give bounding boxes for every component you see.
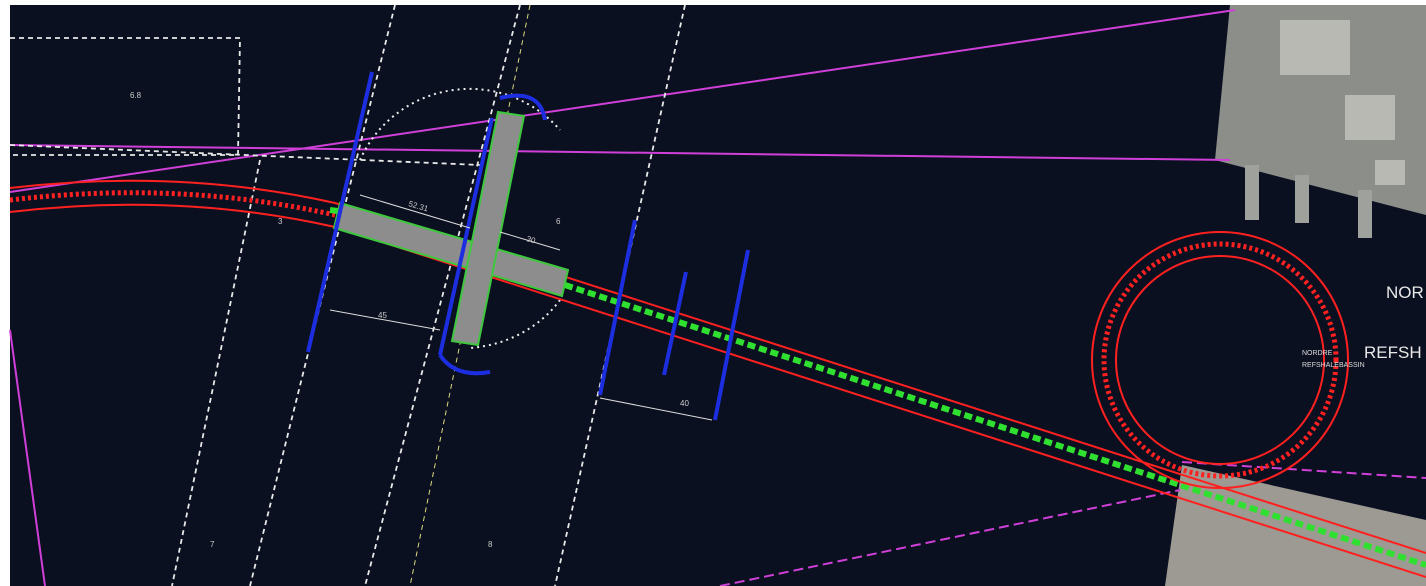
green-line: [564, 282, 1426, 568]
dimension-lines: [329, 194, 713, 421]
pier-cross: [332, 110, 570, 347]
place-label: REFSHALEBASSIN: [1302, 362, 1365, 369]
dimension-label: 45: [378, 311, 387, 320]
dotted-arc: [359, 87, 561, 349]
area-label: 8: [488, 540, 493, 549]
area-label: 6.8: [130, 91, 142, 100]
piers: [1245, 165, 1372, 238]
aerial-top: [1215, 5, 1426, 215]
place-label: NORDRE: [1302, 350, 1333, 357]
place-label: NOR: [1386, 283, 1424, 302]
blue-fenders: [306, 71, 750, 421]
magenta-lines: [9, 9, 1426, 586]
place-label: REFSH: [1364, 343, 1422, 362]
dimension-label: 40: [680, 399, 689, 408]
buildings: [1280, 20, 1405, 185]
area-label: 6: [556, 217, 561, 226]
area-label: 7: [210, 540, 215, 549]
turning-circle: [1091, 231, 1349, 489]
red-corridor: [9, 179, 1426, 578]
area-label: 3: [278, 217, 283, 226]
dimension-label: 30: [525, 234, 537, 245]
